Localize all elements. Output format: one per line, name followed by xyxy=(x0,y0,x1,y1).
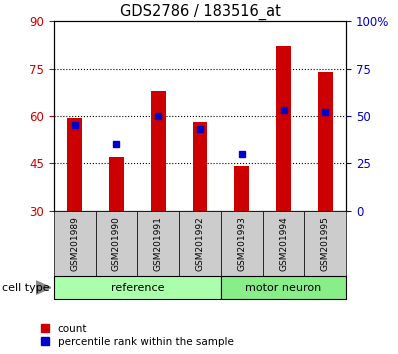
Text: GSM201990: GSM201990 xyxy=(112,216,121,271)
Polygon shape xyxy=(36,281,51,295)
Bar xyxy=(276,46,291,211)
Text: GSM201995: GSM201995 xyxy=(321,216,330,271)
Bar xyxy=(137,211,179,276)
Bar xyxy=(54,276,221,299)
Bar xyxy=(179,211,221,276)
Text: GSM201993: GSM201993 xyxy=(237,216,246,271)
Bar xyxy=(304,211,346,276)
Bar xyxy=(193,122,207,211)
Text: GSM201994: GSM201994 xyxy=(279,216,288,271)
Text: GSM201992: GSM201992 xyxy=(195,216,205,271)
Bar xyxy=(67,118,82,211)
Text: GSM201989: GSM201989 xyxy=(70,216,79,271)
Legend: count, percentile rank within the sample: count, percentile rank within the sample xyxy=(41,324,234,347)
Bar xyxy=(96,211,137,276)
Text: reference: reference xyxy=(111,282,164,293)
Bar xyxy=(54,211,96,276)
Bar xyxy=(263,211,304,276)
Text: cell type: cell type xyxy=(2,282,50,293)
Bar xyxy=(318,72,333,211)
Text: motor neuron: motor neuron xyxy=(246,282,322,293)
Bar xyxy=(221,211,263,276)
Bar xyxy=(221,276,346,299)
Bar xyxy=(151,91,166,211)
Bar xyxy=(109,157,124,211)
Bar xyxy=(234,166,249,211)
Text: GSM201991: GSM201991 xyxy=(154,216,163,271)
Title: GDS2786 / 183516_at: GDS2786 / 183516_at xyxy=(119,4,281,20)
